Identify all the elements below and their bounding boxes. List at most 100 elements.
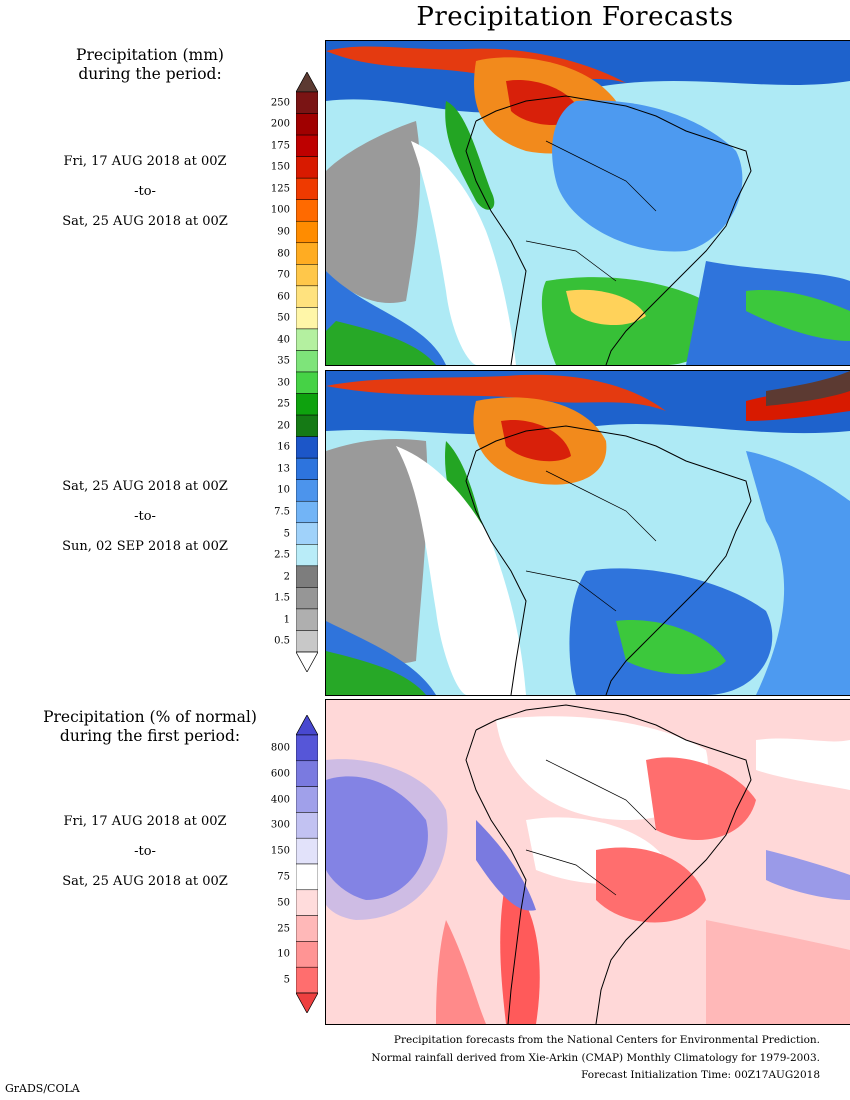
mm-scale-label: 5	[283, 528, 290, 540]
mm-scale-label: 50	[277, 312, 290, 324]
mm-scale-label: 1	[283, 614, 290, 626]
pct-scale-swatch	[296, 889, 318, 916]
mm-scale-label: 70	[277, 269, 290, 281]
mm-scale-label: 125	[270, 183, 290, 195]
period3-start: Fri, 17 AUG 2018 at 00Z	[63, 814, 227, 829]
pct-scale-bottom-arrow	[296, 992, 318, 1013]
mm-scale-label: 35	[277, 355, 290, 367]
mm-scale-swatch	[296, 457, 318, 480]
mm-scale-swatch	[296, 371, 318, 394]
mm-scale-label: 250	[270, 97, 290, 109]
precip-heading-line2: during the period:	[78, 65, 222, 83]
mm-scale-label: 25	[277, 398, 290, 410]
mm-scale-swatch	[296, 134, 318, 157]
pct-scale-swatch	[296, 837, 318, 865]
mm-scale-label: 80	[277, 248, 290, 260]
mm-scale-label: 175	[270, 140, 290, 152]
mm-scale-swatch	[296, 436, 318, 459]
mm-scale-swatch	[296, 91, 318, 114]
mm-scale-label: 30	[277, 377, 290, 389]
page-title: Precipitation Forecasts	[416, 2, 734, 32]
mm-scale-label: 2	[283, 571, 290, 583]
pct-scale-swatch	[296, 966, 318, 994]
pct-scale-label: 50	[277, 897, 290, 909]
period1-sep: -to-	[134, 184, 156, 199]
precip-map-period1-image	[326, 41, 850, 365]
period1-end: Sat, 25 AUG 2018 at 00Z	[62, 214, 228, 229]
precip-mm-colorbar	[296, 72, 318, 672]
precip-map-period1	[325, 40, 850, 366]
period1-start: Fri, 17 AUG 2018 at 00Z	[63, 154, 227, 169]
mm-scale-swatch	[296, 587, 318, 610]
pct-scale-top-arrow	[296, 715, 318, 736]
precip-pct-colorbar-labels: 800 600 400 300 150 75 50 25 10 5	[250, 715, 290, 1013]
mm-scale-label: 13	[277, 463, 290, 475]
mm-scale-label: 0.5	[274, 635, 290, 647]
pct-scale-swatch	[296, 734, 318, 762]
mm-scale-swatch	[296, 500, 318, 524]
pct-scale-label: 150	[270, 845, 290, 857]
mm-scale-swatch	[296, 285, 318, 308]
precip-map-period2	[325, 370, 850, 696]
period3-end: Sat, 25 AUG 2018 at 00Z	[62, 874, 228, 889]
pct-scale-label: 75	[277, 871, 290, 883]
mm-scale-swatch	[296, 479, 318, 502]
period2-end: Sun, 02 SEP 2018 at 00Z	[62, 539, 228, 554]
mm-scale-swatch	[296, 608, 318, 631]
mm-scale-top-arrow	[296, 72, 318, 93]
precip-heading: Precipitation (mm) during the period:	[50, 46, 250, 84]
mm-scale-swatch	[296, 393, 318, 416]
pct-scale-label: 800	[270, 742, 290, 754]
precip-anomaly-map	[325, 699, 850, 1025]
mm-scale-label: 90	[277, 226, 290, 238]
mm-scale-swatch	[296, 328, 318, 351]
pct-scale-label: 25	[277, 923, 290, 934]
pct-scale-swatch	[296, 760, 318, 787]
pct-scale-swatch	[296, 863, 318, 891]
anomaly-heading-line2: during the first period:	[59, 727, 241, 745]
pct-scale-swatch	[296, 915, 318, 942]
pct-scale-swatch	[296, 786, 318, 813]
footer-line1: Precipitation forecasts from the Nationa…	[393, 1034, 820, 1046]
mm-scale-swatch	[296, 565, 318, 588]
mm-scale-label: 7.5	[274, 506, 290, 518]
mm-scale-swatch	[296, 414, 318, 437]
mm-scale-swatch	[296, 156, 318, 179]
mm-scale-label: 200	[270, 118, 290, 130]
anomaly-heading: Precipitation (% of normal) during the f…	[30, 708, 270, 746]
precip-heading-line1: Precipitation (mm)	[76, 46, 224, 64]
mm-scale-swatch	[296, 177, 318, 200]
grads-credit: GrADS/COLA	[5, 1082, 80, 1095]
pct-scale-swatch	[296, 812, 318, 839]
pct-scale-label: 10	[277, 948, 290, 960]
mm-scale-label: 60	[277, 291, 290, 303]
mm-scale-swatch	[296, 264, 318, 287]
period2-start: Sat, 25 AUG 2018 at 00Z	[62, 479, 228, 494]
mm-scale-label: 1.5	[274, 592, 290, 604]
mm-scale-label: 16	[277, 441, 290, 453]
mm-scale-swatch	[296, 307, 318, 330]
mm-scale-swatch	[296, 350, 318, 373]
mm-scale-swatch	[296, 220, 318, 244]
anomaly-heading-line1: Precipitation (% of normal)	[43, 708, 257, 726]
precip-mm-colorbar-labels: 250 200 175 150 125 100 90 80 70 60 50 40 35 30 25 20 16…	[250, 72, 290, 672]
period3-sep: -to-	[134, 844, 156, 859]
pct-scale-label: 300	[270, 819, 290, 831]
mm-scale-bottom-arrow	[296, 651, 318, 672]
precip-map-period2-image	[326, 371, 850, 695]
footer-line2: Normal rainfall derived from Xie-Arkin (…	[371, 1051, 820, 1064]
mm-scale-label: 2.5	[274, 549, 290, 561]
pct-scale-label: 400	[270, 794, 290, 805]
footer-line3: Forecast Initialization Time: 00Z17AUG20…	[581, 1069, 820, 1081]
mm-scale-label: 20	[277, 420, 290, 432]
mm-scale-label: 100	[270, 204, 290, 216]
pct-scale-label: 600	[270, 768, 290, 780]
pct-scale-label: 5	[283, 974, 290, 986]
footer-notes: Precipitation forecasts from the Nationa…	[371, 1032, 820, 1085]
precip-anomaly-map-image	[326, 700, 850, 1024]
mm-scale-swatch	[296, 242, 318, 265]
pct-scale-swatch	[296, 941, 318, 968]
mm-scale-label: 40	[277, 334, 290, 346]
mm-scale-swatch	[296, 630, 318, 653]
mm-scale-swatch	[296, 522, 318, 545]
